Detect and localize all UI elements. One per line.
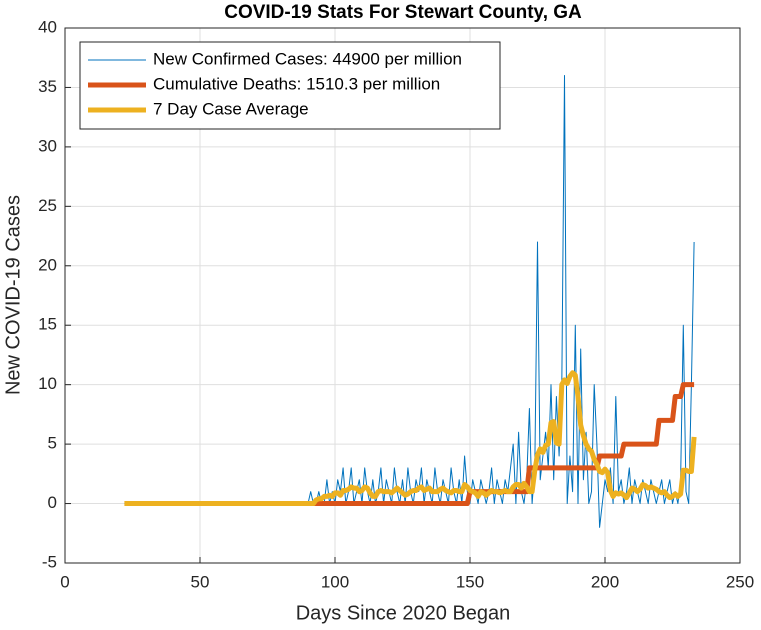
- y-tick-label: 5: [48, 434, 57, 453]
- y-tick-label: 25: [38, 196, 57, 215]
- y-axis-label: New COVID-19 Cases: [2, 195, 24, 395]
- x-axis-label: Days Since 2020 Began: [296, 602, 511, 624]
- series-line: [124, 370, 697, 507]
- y-tick-label: 0: [48, 493, 57, 512]
- x-tick-label: 0: [60, 572, 69, 591]
- legend-label: Cumulative Deaths: 1510.3 per million: [153, 74, 440, 93]
- x-tick-label: 150: [456, 572, 484, 591]
- y-tick-label: 30: [38, 136, 57, 155]
- legend: New Confirmed Cases: 44900 per million Cu…: [79, 41, 501, 130]
- x-tick-label: 200: [591, 572, 619, 591]
- y-tick-label: 40: [38, 17, 57, 36]
- y-tick-label: 10: [38, 374, 57, 393]
- x-tick-label: 100: [321, 572, 349, 591]
- y-tick-label: 15: [38, 315, 57, 334]
- legend-box: [79, 41, 501, 130]
- y-tick-label: 35: [38, 77, 57, 96]
- chart-title: COVID-19 Stats For Stewart County, GA: [224, 2, 582, 23]
- y-tick-label: -5: [42, 552, 57, 571]
- legend-label: New Confirmed Cases: 44900 per million: [153, 49, 462, 68]
- x-tick-label: 50: [191, 572, 210, 591]
- x-tick-label: 250: [726, 572, 754, 591]
- legend-label: 7 Day Case Average: [153, 99, 309, 118]
- axes-box: [64, 27, 741, 564]
- y-tick-label: 20: [38, 255, 57, 274]
